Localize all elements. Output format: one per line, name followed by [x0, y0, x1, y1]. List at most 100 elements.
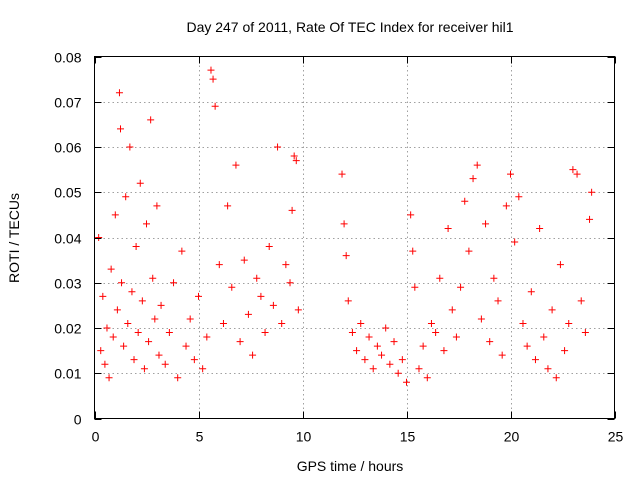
data-point — [274, 143, 282, 151]
y-tick-label: 0 — [74, 412, 82, 428]
data-point — [490, 274, 498, 282]
data-point — [511, 238, 519, 246]
x-tick-label: 15 — [400, 429, 416, 445]
data-point — [544, 365, 552, 373]
data-point — [257, 292, 265, 300]
data-point — [531, 356, 539, 364]
data-point — [249, 351, 257, 359]
data-point — [113, 306, 121, 314]
data-point — [353, 347, 361, 355]
data-point — [523, 342, 531, 350]
data-point — [561, 347, 569, 355]
x-axis-label: GPS time / hours — [297, 458, 404, 474]
data-point — [132, 243, 140, 251]
data-point — [457, 283, 465, 291]
data-point — [357, 319, 365, 327]
y-tick-label: 0.04 — [54, 231, 81, 247]
data-point — [386, 360, 394, 368]
data-point — [136, 179, 144, 187]
data-point — [111, 211, 119, 219]
data-point — [436, 274, 444, 282]
y-tick-label: 0.01 — [54, 366, 81, 382]
data-point — [195, 292, 202, 300]
data-point — [215, 261, 223, 269]
data-point — [105, 374, 113, 382]
y-tick-label: 0.02 — [54, 321, 81, 337]
data-point — [265, 243, 273, 251]
data-point — [427, 319, 435, 327]
data-point — [394, 369, 402, 377]
data-point — [507, 170, 514, 178]
data-point — [292, 157, 300, 165]
data-point — [149, 274, 157, 282]
data-point — [134, 329, 142, 337]
data-point — [552, 374, 560, 382]
data-point — [382, 324, 390, 332]
data-point — [369, 365, 377, 373]
data-point — [373, 342, 381, 350]
y-tick-label: 0.05 — [54, 185, 81, 201]
data-point — [444, 224, 452, 232]
data-point — [101, 360, 109, 368]
data-point — [126, 143, 134, 151]
data-point — [236, 338, 244, 346]
data-point — [398, 356, 406, 364]
chart-title: Day 247 of 2011, Rate Of TEC Index for r… — [186, 19, 513, 35]
data-point — [269, 301, 277, 309]
data-point — [540, 333, 548, 341]
data-point — [122, 193, 130, 201]
data-point — [157, 301, 165, 309]
data-point — [95, 234, 103, 241]
data-point — [232, 161, 240, 169]
data-point — [261, 329, 269, 337]
data-point — [207, 66, 215, 74]
data-point — [99, 292, 107, 300]
data-point — [378, 351, 386, 359]
y-axis-label: ROTI / TECUs — [6, 193, 22, 283]
data-point — [143, 220, 150, 228]
data-point — [348, 329, 356, 337]
data-point — [288, 206, 296, 214]
x-tick-labels: 0 5 10 15 20 25 — [92, 429, 624, 445]
y-tick-labels: 0 0.01 0.02 0.03 0.04 0.05 0.06 0.07 0.08 — [54, 50, 81, 428]
data-point — [588, 188, 596, 196]
data-point — [407, 211, 415, 219]
data-point — [409, 247, 417, 255]
data-point — [155, 351, 163, 359]
data-point — [109, 333, 117, 341]
data-point — [498, 351, 506, 359]
data-point — [473, 161, 481, 169]
data-point — [128, 288, 136, 296]
data-point — [138, 297, 146, 305]
data-point — [153, 202, 161, 210]
data-point — [253, 274, 261, 282]
data-point — [182, 342, 190, 350]
x-tick-label: 25 — [608, 429, 624, 445]
data-point — [174, 374, 182, 382]
data-point — [117, 125, 124, 133]
data-point — [365, 333, 373, 341]
data-point — [211, 102, 219, 110]
data-point — [107, 265, 115, 273]
axis-ticks — [94, 56, 616, 420]
data-point — [286, 279, 294, 287]
data-point — [361, 356, 369, 364]
data-point — [147, 116, 155, 124]
data-point — [556, 261, 564, 269]
data-point — [536, 224, 544, 232]
data-point — [240, 256, 248, 264]
data-point — [340, 220, 348, 228]
data-point — [278, 319, 286, 327]
data-point — [403, 378, 410, 386]
data-point — [186, 315, 194, 323]
data-point — [432, 329, 440, 337]
data-point — [170, 279, 178, 287]
data-point — [423, 374, 431, 382]
data-point — [577, 297, 585, 305]
plot-frame — [94, 56, 615, 419]
data-point — [140, 365, 148, 373]
data-point — [161, 360, 169, 368]
data-point — [452, 333, 460, 341]
data-point — [477, 315, 485, 323]
